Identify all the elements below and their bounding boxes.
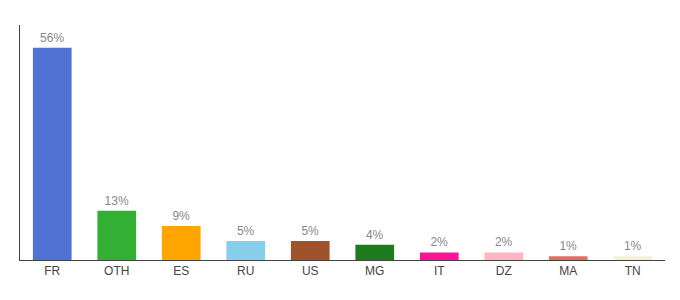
svg-text:US: US	[302, 264, 319, 278]
svg-text:MG: MG	[365, 264, 384, 278]
svg-text:FR: FR	[44, 264, 60, 278]
svg-text:OTH: OTH	[104, 264, 129, 278]
svg-text:RU: RU	[237, 264, 254, 278]
svg-text:IT: IT	[434, 264, 445, 278]
svg-text:13%: 13%	[105, 194, 129, 208]
svg-text:56%: 56%	[40, 31, 64, 45]
svg-text:5%: 5%	[237, 224, 255, 238]
svg-text:DZ: DZ	[496, 264, 512, 278]
svg-text:MA: MA	[559, 264, 577, 278]
svg-text:ES: ES	[173, 264, 189, 278]
svg-text:1%: 1%	[559, 239, 577, 253]
svg-text:4%: 4%	[366, 228, 384, 242]
svg-text:9%: 9%	[172, 209, 190, 223]
svg-text:1%: 1%	[624, 239, 642, 253]
svg-text:TN: TN	[625, 264, 641, 278]
svg-text:2%: 2%	[430, 235, 448, 249]
svg-text:5%: 5%	[301, 224, 319, 238]
svg-text:2%: 2%	[495, 235, 513, 249]
